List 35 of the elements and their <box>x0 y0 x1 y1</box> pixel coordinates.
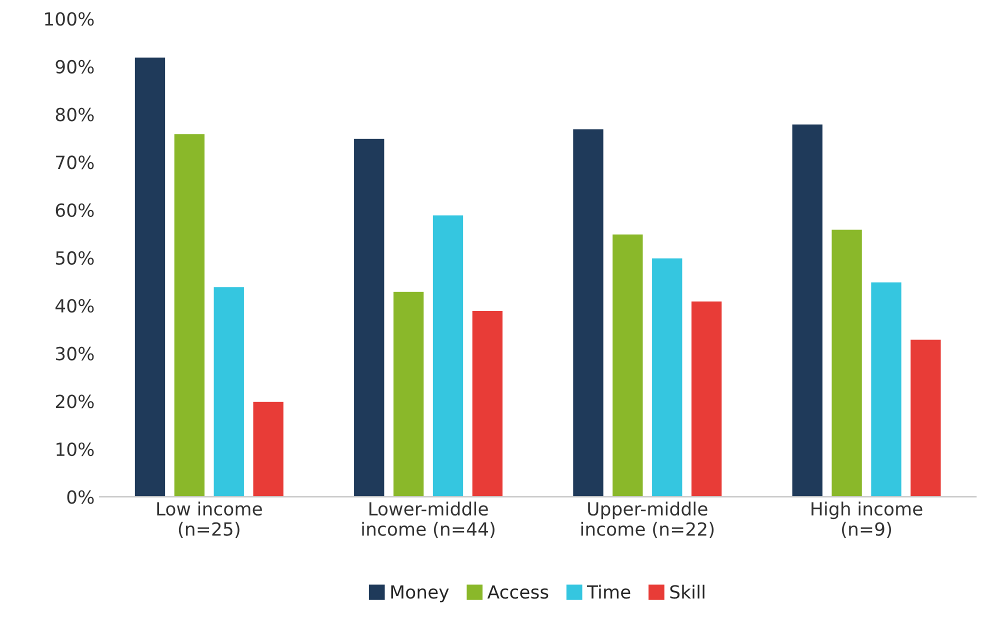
y-tick-label: 40% <box>55 298 94 313</box>
y-tick-label: 10% <box>56 442 94 456</box>
legend-label: Access <box>487 585 548 599</box>
bar <box>909 338 942 497</box>
x-tick-label: Lower-middle income (n=44) <box>362 502 494 538</box>
bar <box>470 310 504 497</box>
legend-label: Time <box>586 584 630 599</box>
x-tick-label: High income (n=9) <box>812 502 922 538</box>
bar <box>790 123 824 497</box>
bar <box>392 290 426 497</box>
bar <box>650 257 684 497</box>
x-tick-label: Low income (n=25) <box>157 502 262 538</box>
y-tick-label: 90% <box>56 60 94 74</box>
y-tick-label: 50% <box>56 251 94 265</box>
bar <box>134 56 166 497</box>
x-tick-label: Upper-middle income (n=22) <box>581 502 714 538</box>
y-tick-label: 100% <box>45 12 94 26</box>
bar <box>252 400 285 497</box>
bar <box>572 128 605 497</box>
bar <box>690 300 724 497</box>
y-tick-label: 20% <box>56 394 94 408</box>
y-tick-label: 60% <box>56 203 94 218</box>
bar <box>172 132 206 497</box>
y-tick-label: 0% <box>67 490 94 504</box>
legend-label: Skill <box>670 584 704 599</box>
bar <box>432 214 464 497</box>
legend-label: Money <box>391 585 449 602</box>
bar <box>611 233 644 497</box>
y-tick-label: 70% <box>56 156 94 170</box>
y-tick-label: 30% <box>56 346 94 360</box>
bar <box>830 228 864 497</box>
bar <box>212 286 246 497</box>
bar <box>352 137 386 497</box>
bar <box>870 280 903 497</box>
y-tick-label: 80% <box>56 108 94 122</box>
